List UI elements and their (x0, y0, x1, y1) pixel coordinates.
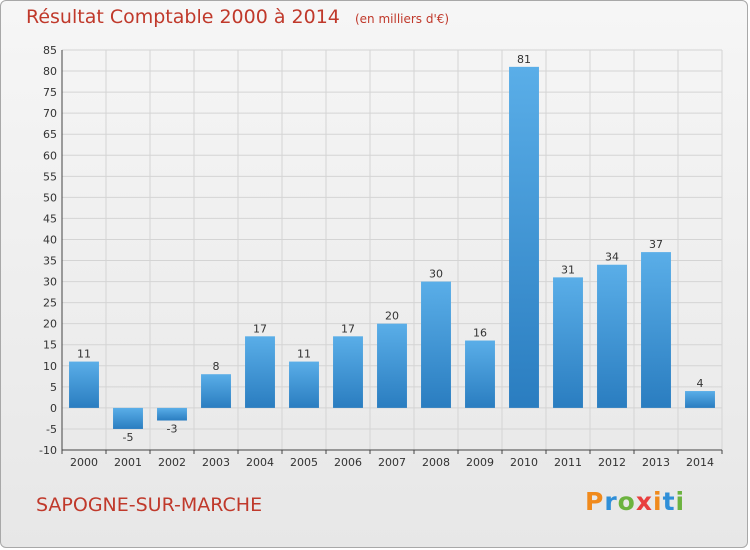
x-tick-label: 2001 (114, 456, 142, 469)
y-tick-label: 10 (43, 360, 57, 373)
x-tick-label: 2003 (202, 456, 230, 469)
data-label: 30 (429, 268, 443, 281)
data-labels: 11 -5 -3 8 17 11 17 20 30 16 81 31 34 37 4 (77, 53, 704, 444)
bar (553, 277, 583, 408)
chart-title: Résultat Comptable 2000 à 2014 (26, 6, 340, 28)
x-tick-label: 2006 (334, 456, 362, 469)
x-tick-label: 2013 (642, 456, 670, 469)
x-tick-label: 2007 (378, 456, 406, 469)
x-tick-label: 2009 (466, 456, 494, 469)
x-tick-label: 2010 (510, 456, 538, 469)
x-tick-label: 2004 (246, 456, 274, 469)
y-tick-label: 75 (43, 86, 57, 99)
bar (685, 391, 715, 408)
data-label: 16 (473, 327, 487, 340)
data-label: 31 (561, 263, 575, 276)
bar (377, 323, 407, 408)
y-tick-label: 15 (43, 339, 57, 352)
bar (201, 374, 231, 408)
y-tick-label: 0 (50, 402, 57, 415)
data-label: 81 (517, 53, 531, 66)
y-tick-label: 70 (43, 107, 57, 120)
data-label: 34 (605, 251, 619, 264)
y-tick-label: -5 (46, 423, 57, 436)
x-tick-label: 2005 (290, 456, 318, 469)
x-tick-label: 2008 (422, 456, 450, 469)
x-tick-label: 2012 (598, 456, 626, 469)
proxiti-logo[interactable]: Proxiti (585, 487, 686, 516)
chart-subtitle: (en milliers d'€) (354, 12, 450, 26)
data-label: 8 (213, 360, 220, 373)
data-label: 11 (77, 348, 91, 361)
bar (157, 407, 187, 421)
y-tick-label: 85 (43, 44, 57, 57)
x-tick-label: 2000 (70, 456, 98, 469)
bar (289, 361, 319, 408)
y-tick-label: 60 (43, 149, 57, 162)
data-label: 20 (385, 310, 399, 323)
data-label: 37 (649, 238, 663, 251)
bar (465, 340, 495, 408)
x-tick-label: 2014 (686, 456, 714, 469)
y-tick-label: 80 (43, 65, 57, 78)
y-tick-label: 45 (43, 212, 57, 225)
y-tick-label: 50 (43, 191, 57, 204)
data-label: 17 (253, 322, 267, 335)
chart-title-row: Résultat Comptable 2000 à 2014 (en milli… (26, 6, 449, 28)
y-tick-label: 30 (43, 276, 57, 289)
y-tick-label: 5 (50, 381, 57, 394)
location-name: SAPOGNE-SUR-MARCHE (36, 494, 263, 516)
x-tick-label: 2002 (158, 456, 186, 469)
data-label: -3 (167, 423, 178, 436)
bar (113, 407, 143, 429)
data-label: 17 (341, 322, 355, 335)
bar (333, 336, 363, 408)
bar (641, 252, 671, 408)
data-label: 11 (297, 348, 311, 361)
y-tick-label: 20 (43, 318, 57, 331)
data-label: 4 (697, 377, 704, 390)
bar (69, 361, 99, 408)
bar (509, 66, 539, 408)
y-tick-label: 55 (43, 170, 57, 183)
y-tick-label: 35 (43, 255, 57, 268)
y-tick-label: 40 (43, 233, 57, 246)
bar (597, 264, 627, 408)
axes: -10 -5 0 5 10 15 20 25 30 35 40 45 50 55 60 65 70 75 80 85 2… (39, 44, 723, 469)
y-tick-label: 65 (43, 128, 57, 141)
x-tick-label: 2011 (554, 456, 582, 469)
y-tick-label: -10 (39, 444, 57, 457)
data-label: -5 (123, 431, 134, 444)
bar (245, 336, 275, 408)
bars (69, 66, 715, 429)
bar (421, 281, 451, 408)
y-tick-label: 25 (43, 297, 57, 310)
